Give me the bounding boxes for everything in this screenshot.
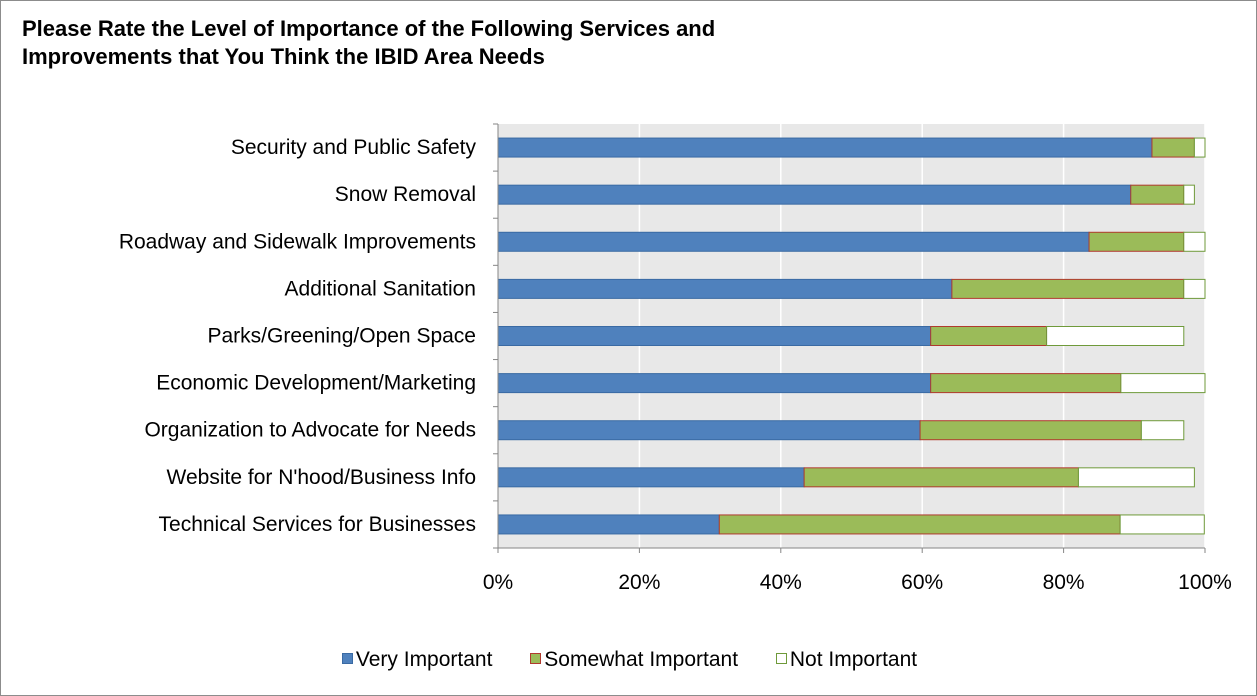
x-tick-label-100: 100% xyxy=(1178,571,1232,594)
bar-not-important-parks-greening-open-space xyxy=(1046,326,1185,346)
bar-not-important-security-and-public-safety xyxy=(1193,137,1206,158)
legend-swatch-not-important xyxy=(775,653,787,665)
category-label-snow-removal: Snow Removal xyxy=(335,183,476,206)
bar-very-important-organization-to-advocate-for-needs xyxy=(497,420,921,441)
legend-item-somewhat-important: Somewhat Important xyxy=(530,648,738,672)
bar-somewhat-important-organization-to-advocate-for-needs xyxy=(919,420,1142,441)
legend-item-not-important: Not Important xyxy=(775,648,918,672)
legend: Very Important Somewhat Important Not Im… xyxy=(1,648,1257,672)
bar-somewhat-important-security-and-public-safety xyxy=(1151,137,1195,158)
bar-somewhat-important-technical-services-for-businesses xyxy=(718,514,1121,535)
bar-not-important-organization-to-advocate-for-needs xyxy=(1140,420,1185,441)
bar-very-important-website-for-n-hood-business-info xyxy=(497,467,805,488)
bar-very-important-security-and-public-safety xyxy=(497,137,1153,158)
x-tick-label-40: 40% xyxy=(760,571,802,594)
category-label-additional-sanitation: Additional Sanitation xyxy=(285,277,476,300)
category-label-organization-to-advocate-for-needs: Organization to Advocate for Needs xyxy=(144,419,476,442)
chart-title-line-1: Please Rate the Level of Importance of t… xyxy=(22,16,716,41)
x-tick-label-20: 20% xyxy=(618,571,660,594)
category-label-technical-services-for-businesses: Technical Services for Businesses xyxy=(159,513,476,536)
bar-somewhat-important-economic-development-marketing xyxy=(930,373,1122,394)
legend-item-very-important: Very Important xyxy=(341,648,493,672)
bar-very-important-roadway-and-sidewalk-improvements xyxy=(497,231,1090,252)
category-label-website-for-n-hood-business-info: Website for N'hood/Business Info xyxy=(167,466,476,489)
stacked-bar-chart: Security and Public Safety Snow Removal Ro… xyxy=(119,123,1232,594)
category-label-roadway-and-sidewalk-improvements: Roadway and Sidewalk Improvements xyxy=(119,230,476,253)
bar-not-important-technical-services-for-businesses xyxy=(1119,514,1205,535)
bar-very-important-additional-sanitation xyxy=(497,278,953,299)
legend-swatch-very-important xyxy=(341,653,353,665)
chart-title-line-2: Improvements that You Think the IBID Are… xyxy=(22,44,545,69)
legend-swatch-somewhat-important xyxy=(530,653,542,665)
x-tick-label-60: 60% xyxy=(901,571,943,594)
category-label-economic-development-marketing: Economic Development/Marketing xyxy=(156,372,476,395)
legend-label-not-important: Not Important xyxy=(789,648,918,672)
category-label-parks-greening-open-space: Parks/Greening/Open Space xyxy=(208,325,477,348)
bar-very-important-technical-services-for-businesses xyxy=(497,514,720,535)
bar-not-important-roadway-and-sidewalk-improvements xyxy=(1183,231,1206,252)
bar-very-important-snow-removal xyxy=(497,184,1132,205)
bar-somewhat-important-roadway-and-sidewalk-improvements xyxy=(1088,231,1185,252)
x-tick-label-80: 80% xyxy=(1043,571,1085,594)
bar-not-important-additional-sanitation xyxy=(1183,278,1206,299)
bar-not-important-snow-removal xyxy=(1183,184,1195,205)
category-label-security-and-public-safety: Security and Public Safety xyxy=(231,136,477,159)
bar-not-important-economic-development-marketing xyxy=(1120,373,1206,394)
legend-label-somewhat-important: Somewhat Important xyxy=(544,648,739,672)
x-tick-label-0: 0% xyxy=(483,571,513,594)
bar-somewhat-important-snow-removal xyxy=(1130,184,1185,205)
bar-very-important-economic-development-marketing xyxy=(497,373,932,394)
bar-very-important-parks-greening-open-space xyxy=(497,326,932,346)
chart-title: Please Rate the Level of Importance of t… xyxy=(22,15,715,71)
legend-label-very-important: Very Important xyxy=(355,648,493,672)
bar-somewhat-important-additional-sanitation xyxy=(951,278,1185,299)
bar-not-important-website-for-n-hood-business-info xyxy=(1077,467,1195,488)
bar-somewhat-important-parks-greening-open-space xyxy=(930,326,1048,346)
bar-somewhat-important-website-for-n-hood-business-info xyxy=(803,467,1079,488)
